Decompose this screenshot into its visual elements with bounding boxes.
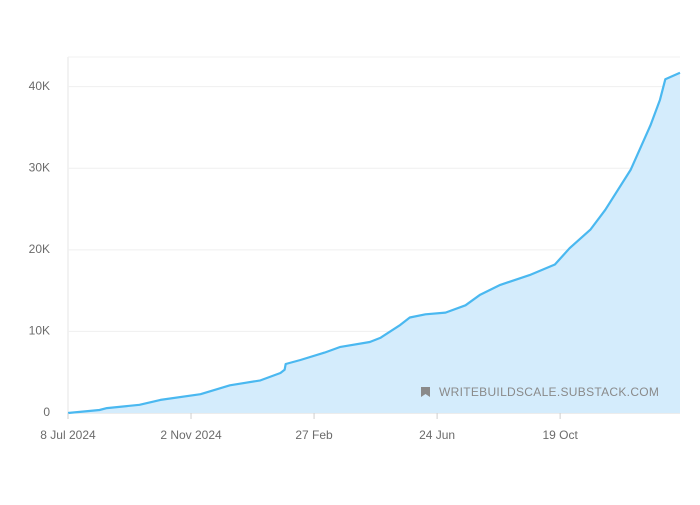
line — [67, 71, 681, 415]
area — [68, 72, 680, 414]
y-tick-label: 0 — [43, 405, 50, 419]
watermark: WRITEBUILDSCALE.SUBSTACK.COM — [439, 385, 659, 399]
plot — [67, 71, 681, 415]
x-tick-label: 2 Nov 2024 — [160, 428, 222, 442]
x-tick-label: 24 Jun — [419, 428, 455, 442]
bookmark-icon — [421, 387, 430, 397]
y-tick-label: 10K — [29, 324, 50, 338]
x-tick-label: 27 Feb — [295, 428, 333, 442]
x-tick-label: 19 Oct — [542, 428, 578, 442]
x-tick-label: 8 Jul 2024 — [40, 428, 96, 442]
y-tick-label: 20K — [29, 242, 50, 256]
y-tick-label: 40K — [29, 79, 50, 93]
y-tick-label: 30K — [29, 160, 50, 174]
